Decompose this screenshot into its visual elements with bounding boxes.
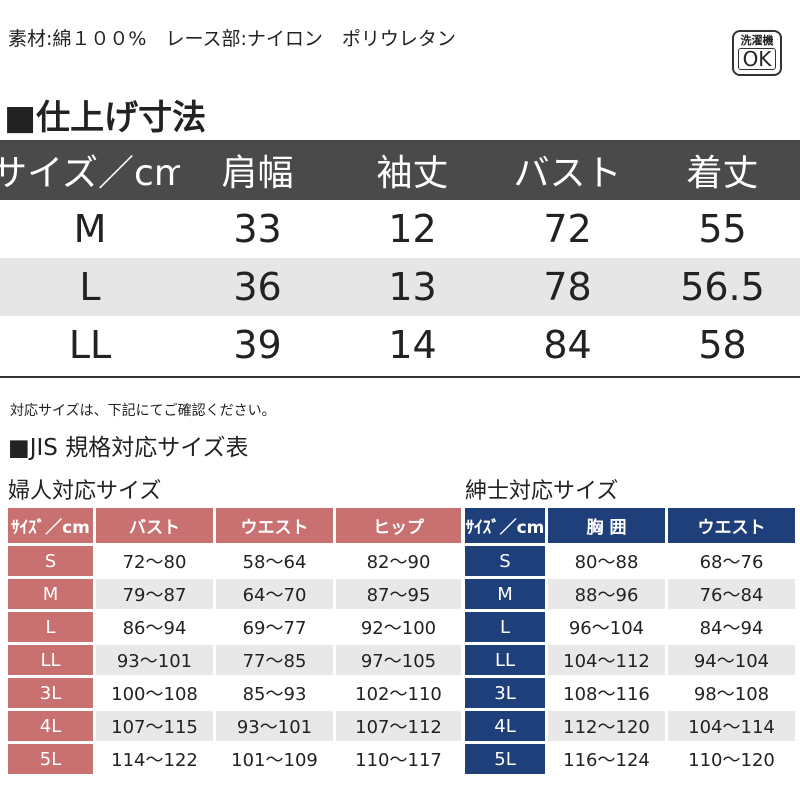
table-cell: 88～96 [548,579,665,609]
note: 対応サイズは、下記にてご確認ください。 [10,403,276,419]
table-cell: 79～87 [96,579,213,609]
table-title: 紳士対応サイズ [465,479,619,504]
table-cell: 94～104 [668,645,795,675]
table-cell: 104～114 [668,711,795,741]
table-cell: 33 [233,207,282,251]
table-cell: M [73,207,107,251]
table-cell: M [465,579,545,609]
table-cell: 55 [698,207,747,251]
table-cell: 93～101 [96,645,213,675]
table-cell: 72 [543,207,592,251]
table-cell: バスト [490,140,645,200]
table-cell: 98～108 [693,684,770,705]
table-cell: 36 [180,258,335,316]
table-cell: 114～122 [111,750,198,771]
table-cell: ｻｲｽﾞ／cm [8,508,93,543]
table-cell: ｻｲｽﾞ／cm [465,508,545,543]
table-cell: 84 [543,323,592,367]
table-cell: サイズ／cm [0,140,189,200]
table-cell: L [465,612,545,642]
table-cell: 92～100 [360,618,437,639]
table-cell: 107～115 [96,711,213,741]
table-cell: 39 [233,323,282,367]
table-cell: 56.5 [645,258,800,316]
table-cell: LL [8,645,93,675]
table-cell: 86～94 [122,618,187,639]
table-rule [0,376,800,378]
table-cell: 112～120 [548,711,665,741]
table-cell: 69～77 [242,618,307,639]
table-cell: 77～85 [216,645,333,675]
table-cell: 80～88 [574,552,639,573]
table-cell: 58～64 [242,552,307,573]
table-cell: 胸 囲 [548,508,665,543]
badge-text: 洗濯機 [740,34,774,47]
table-cell: 76～84 [668,579,795,609]
table-cell: 64～70 [216,579,333,609]
table-cell: 93～101 [216,711,333,741]
table-cell: 肩幅 [180,140,335,200]
table-cell: LL [465,645,545,675]
table-cell: 12 [388,207,437,251]
table-cell: 袖丈 [335,140,490,200]
table-cell: 5L [465,744,545,774]
table-cell: 85～93 [242,684,307,705]
table-cell: 3L [8,678,93,708]
table-cell: M [8,579,93,609]
wash-badge: 洗濯機 OK [732,30,782,76]
table-cell: 102～110 [355,684,442,705]
table-cell: バスト [96,508,213,543]
table-cell: 68～76 [699,552,764,573]
section-title: ■JIS 規格対応サイズ表 [8,435,249,461]
table-cell: 110～120 [688,750,775,771]
table-cell: 97～105 [336,645,461,675]
table-cell: 107～112 [336,711,461,741]
table-cell: S [465,546,545,576]
table-cell: 110～117 [355,750,442,771]
table-cell: ヒップ [336,508,461,543]
table-cell: L [8,612,93,642]
table-cell: S [8,546,93,576]
table-cell: 13 [335,258,490,316]
table-cell: ウエスト [668,508,795,543]
table-cell: 72～80 [122,552,187,573]
table-cell: 100～108 [111,684,198,705]
material: 素材:綿１００% レース部:ナイロン ポリウレタン [8,28,456,50]
table-cell: 3L [465,678,545,708]
table-cell: 82～90 [366,552,431,573]
table-cell: 108～116 [563,684,650,705]
table-cell: ウエスト [216,508,333,543]
table-cell: LL [68,323,112,367]
table-cell: 5L [8,744,93,774]
section-title: ■仕上げ寸法 [4,98,207,138]
table-cell: 96～104 [568,618,645,639]
table-cell: L [0,258,180,316]
table-cell: 104～112 [548,645,665,675]
table-cell: 78 [490,258,645,316]
table-cell: 14 [388,323,437,367]
table-cell: 87～95 [336,579,461,609]
table-cell: 101～109 [231,750,318,771]
table-cell: 84～94 [699,618,764,639]
table-cell: 58 [698,323,747,367]
table-cell: 116～124 [563,750,650,771]
table-cell: 4L [465,711,545,741]
table-cell: 着丈 [645,140,800,200]
table-title: 婦人対応サイズ [8,479,162,504]
badge-ok: OK [738,48,776,70]
table-cell: 4L [8,711,93,741]
